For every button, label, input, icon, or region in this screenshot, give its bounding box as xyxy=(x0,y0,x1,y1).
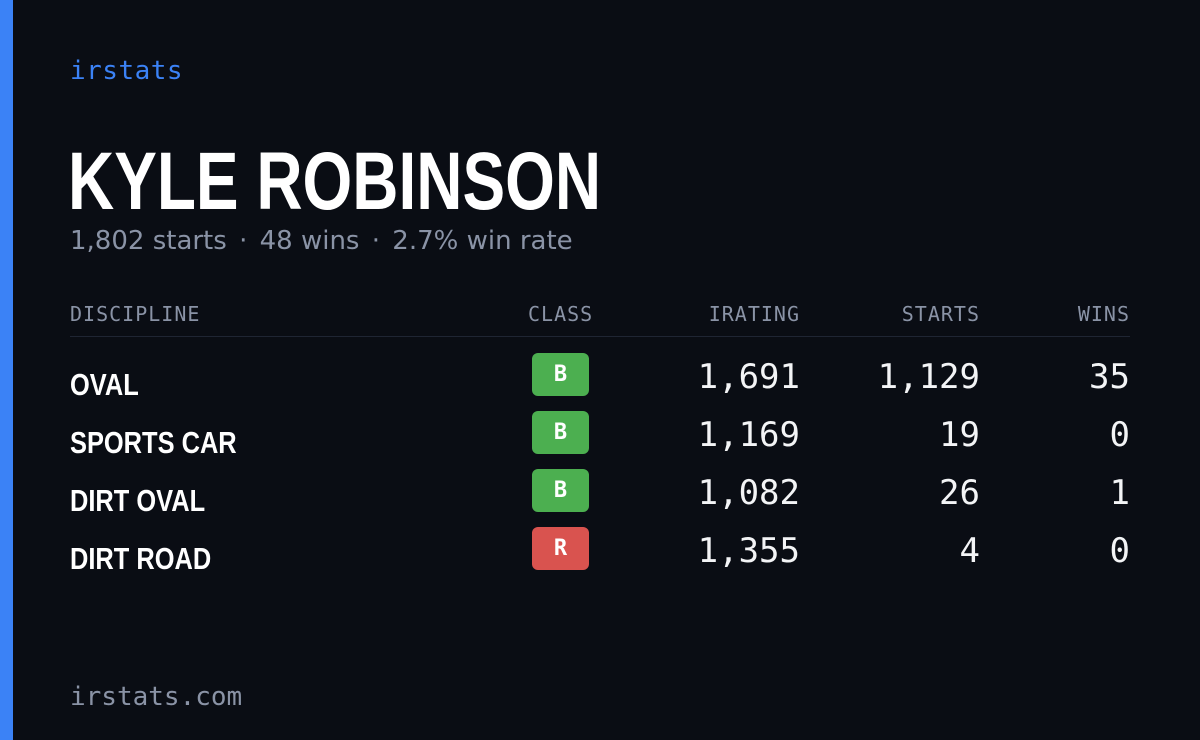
summary-separator: · xyxy=(371,226,381,256)
table-row: SPORTS CAR B 1,169 19 0 xyxy=(70,411,1130,469)
starts-value: 1,129 xyxy=(877,357,980,397)
discipline-name: SPORTS CAR xyxy=(70,425,237,460)
brand-logo: irstats xyxy=(70,56,184,86)
player-name: KYLE ROBINSON xyxy=(68,136,602,227)
irating-value: 1,355 xyxy=(697,531,800,571)
wins-value: 35 xyxy=(1089,357,1130,397)
discipline-name: OVAL xyxy=(70,367,139,402)
summary-separator: · xyxy=(239,226,248,256)
summary-win-rate: 2.7% win rate xyxy=(392,226,573,256)
irating-value: 1,169 xyxy=(697,415,800,455)
header-irating: IRATING xyxy=(708,302,800,326)
table-row: DIRT OVAL B 1,082 26 1 xyxy=(70,469,1130,527)
summary-wins: 48 wins xyxy=(259,226,360,256)
discipline-name: DIRT ROAD xyxy=(70,541,212,576)
header-wins: WINS xyxy=(1077,302,1130,326)
header-class: CLASS xyxy=(528,302,594,326)
irating-value: 1,691 xyxy=(697,357,800,397)
wins-value: 0 xyxy=(1109,415,1130,455)
starts-value: 26 xyxy=(939,473,980,513)
table-header: DISCIPLINE CLASS IRATING STARTS WINS xyxy=(70,296,1130,337)
footer-url: irstats.com xyxy=(70,682,243,712)
class-badge: B xyxy=(532,411,589,454)
player-summary: 1,802 starts · 48 wins · 2.7% win rate xyxy=(70,226,573,256)
discipline-name: DIRT OVAL xyxy=(70,483,206,518)
starts-value: 19 xyxy=(939,415,980,455)
table-row: OVAL B 1,691 1,129 35 xyxy=(70,353,1130,411)
starts-value: 4 xyxy=(959,531,980,571)
accent-bar xyxy=(0,0,13,740)
header-discipline: DISCIPLINE xyxy=(70,302,201,326)
class-badge: B xyxy=(532,353,589,396)
irating-value: 1,082 xyxy=(697,473,800,513)
wins-value: 1 xyxy=(1109,473,1130,513)
discipline-table: DISCIPLINE CLASS IRATING STARTS WINS OVA… xyxy=(70,296,1130,585)
header-starts: STARTS xyxy=(901,302,980,326)
table-body: OVAL B 1,691 1,129 35 SPORTS CAR B 1,169… xyxy=(70,337,1130,585)
summary-starts: 1,802 starts xyxy=(70,226,227,256)
class-badge: B xyxy=(532,469,589,512)
table-row: DIRT ROAD R 1,355 4 0 xyxy=(70,527,1130,585)
class-badge: R xyxy=(532,527,589,570)
wins-value: 0 xyxy=(1109,531,1130,571)
